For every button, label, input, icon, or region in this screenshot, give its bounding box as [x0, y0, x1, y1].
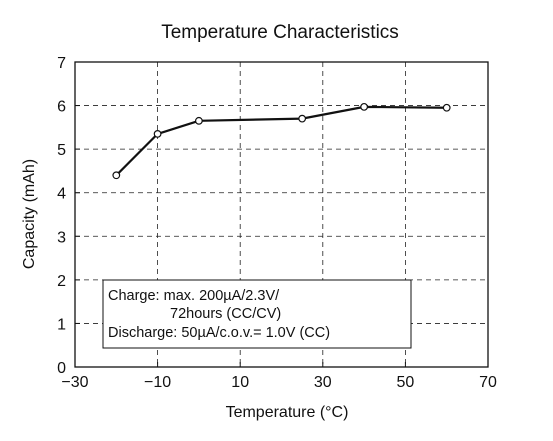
- data-point: [112, 171, 121, 180]
- y-tick-label: 1: [57, 316, 66, 333]
- y-tick-label: 0: [57, 360, 66, 377]
- data-point: [442, 103, 451, 112]
- x-tick-label: −10: [144, 374, 171, 391]
- x-tick-label: 10: [231, 374, 249, 391]
- y-tick-label: 2: [57, 273, 66, 290]
- annotation-box: [102, 279, 412, 349]
- x-tick-label: −30: [61, 374, 88, 391]
- y-tick-label: 5: [57, 142, 66, 159]
- data-point: [153, 129, 162, 138]
- y-tick-label: 6: [57, 99, 66, 116]
- annotation-line-2: 72hours (CC/CV): [170, 306, 281, 322]
- x-tick-label: 50: [397, 374, 415, 391]
- series-line: [115, 105, 447, 177]
- annotation-line-1: Charge: max. 200µA/2.3V/: [108, 288, 280, 304]
- data-point: [298, 114, 307, 123]
- y-tick-label: 4: [57, 186, 66, 203]
- y-axis: 0 1 2 3 4 5 6 7: [57, 55, 80, 377]
- annotation-line-3: Discharge: 50µA/c.o.v.= 1.0V (CC): [108, 325, 330, 341]
- x-tick-label: 70: [479, 374, 497, 391]
- y-tick-label: 7: [57, 55, 66, 72]
- data-point: [360, 102, 369, 111]
- x-axis-title: Temperature (°C): [226, 404, 349, 421]
- plot-frame: [74, 61, 489, 368]
- data-point: [194, 116, 203, 125]
- x-axis: −30 −10 10 30 50 70: [61, 362, 497, 391]
- y-axis-title: Capacity (mAh): [21, 159, 38, 269]
- chart-title: Temperature Characteristics: [161, 22, 399, 43]
- y-tick-label: 3: [57, 229, 66, 246]
- series-layer: [112, 102, 451, 180]
- x-tick-label: 30: [314, 374, 332, 391]
